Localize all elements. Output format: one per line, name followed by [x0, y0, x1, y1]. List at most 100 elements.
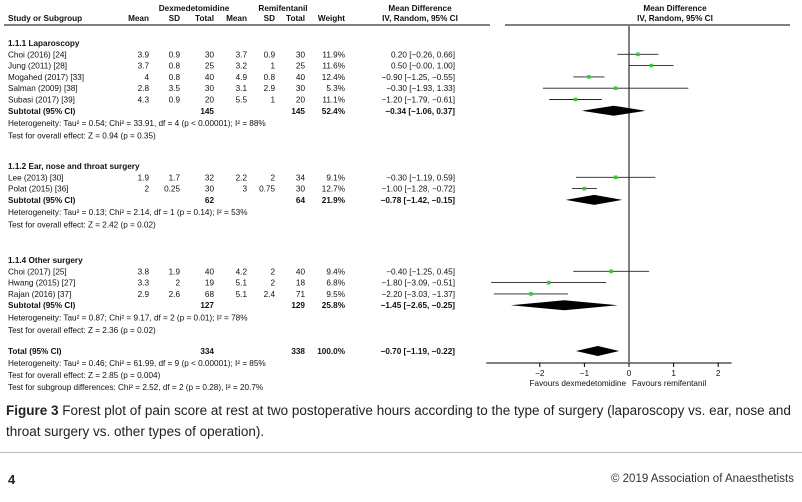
study-n2-4: 20 — [296, 96, 306, 105]
study-mean2-2: 4.9 — [236, 73, 248, 82]
study-sd1-1: 0.8 — [169, 62, 181, 71]
study-mean1-8: 3.3 — [138, 279, 150, 288]
study-sd2-1: 1 — [270, 62, 275, 71]
study-weight-1: 11.6% — [322, 62, 345, 71]
study-label-3: Salman (2009) [38] — [8, 84, 78, 93]
study-sd1-4: 0.9 — [169, 96, 181, 105]
subtotal-weight-1: 21.9% — [322, 196, 346, 205]
study-ci-2: −0.90 [−1.25, −0.55] — [381, 73, 455, 82]
study-mean1-3: 2.8 — [138, 84, 150, 93]
study-label-2: Mogahed (2017) [33] — [8, 73, 84, 82]
favours-right-label: Favours remifentanil — [632, 379, 706, 388]
study-n2-0: 30 — [296, 50, 306, 59]
x-tick-label-0: −2 — [535, 369, 545, 378]
study-ci-6: −1.00 [−1.28, −0.72] — [381, 185, 455, 194]
study-ci-0: 0.20 [−0.26, 0.66] — [391, 50, 455, 59]
study-mean2-5: 2.2 — [236, 173, 248, 182]
study-label-0: Choi (2016) [24] — [8, 50, 67, 59]
heterogeneity-0: Heterogeneity: Tau² = 0.54; Chi² = 33.91… — [8, 119, 266, 128]
study-sd2-2: 0.8 — [264, 73, 276, 82]
x-tick-label-1: −1 — [580, 369, 590, 378]
study-mean1-6: 2 — [144, 185, 149, 194]
footer-divider — [0, 452, 802, 453]
study-n1-1: 25 — [205, 62, 215, 71]
study-n2-7: 40 — [296, 267, 306, 276]
header-study: Study or Subgroup — [8, 14, 82, 23]
study-label-9: Rajan (2016) [37] — [8, 290, 71, 299]
header-weight: Weight — [318, 14, 345, 23]
study-sd1-3: 3.5 — [169, 84, 181, 93]
study-n2-9: 71 — [296, 290, 306, 299]
study-n1-5: 32 — [205, 173, 215, 182]
study-n1-8: 19 — [205, 279, 215, 288]
study-mean1-4: 4.3 — [138, 96, 150, 105]
study-label-4: Subasi (2017) [39] — [8, 96, 75, 105]
study-weight-4: 11.1% — [322, 96, 345, 105]
total-n2: 338 — [291, 347, 305, 356]
header-group2: Remifentanil — [258, 4, 307, 13]
header-md-method: IV, Random, 95% CI — [382, 14, 458, 23]
point-estimate-4 — [573, 97, 578, 102]
total-overall-effect: Test for overall effect: Z = 2.85 (p = 0… — [8, 371, 161, 380]
study-sd2-3: 2.9 — [264, 84, 276, 93]
study-ci-1: 0.50 [−0.00, 1.00] — [391, 62, 455, 71]
study-sd2-9: 2.4 — [264, 290, 276, 299]
point-estimate-6 — [582, 186, 587, 191]
copyright-notice: © 2019 Association of Anaesthetists — [610, 473, 794, 485]
point-estimate-3 — [613, 86, 618, 90]
study-label-1: Jung (2011) [28] — [8, 62, 67, 71]
subtotal-label-0: Subtotal (95% CI) — [8, 107, 76, 116]
study-sd1-6: 0.25 — [164, 185, 180, 194]
study-n2-5: 34 — [296, 173, 306, 182]
study-mean2-4: 5.5 — [236, 96, 248, 105]
study-mean2-7: 4.2 — [236, 267, 248, 276]
study-label-5: Lee (2013) [30] — [8, 173, 64, 182]
study-n1-6: 30 — [205, 185, 215, 194]
point-estimate-8 — [546, 280, 551, 285]
subtotal-label-2: Subtotal (95% CI) — [8, 301, 76, 310]
subtotal-n2-0: 145 — [291, 107, 305, 116]
study-weight-7: 9.4% — [326, 267, 345, 276]
study-sd2-7: 2 — [270, 267, 275, 276]
x-tick-label-4: 2 — [716, 369, 721, 378]
subtotal-diamond-1 — [565, 194, 623, 205]
study-mean1-7: 3.8 — [138, 267, 150, 276]
subgroup-differences: Test for subgroup differences: Chi² = 2.… — [8, 383, 263, 392]
subtotal-weight-2: 25.8% — [322, 301, 346, 310]
subtotal-label-1: Subtotal (95% CI) — [8, 196, 76, 205]
study-sd2-8: 2 — [270, 279, 275, 288]
study-ci-3: −0.30 [−1.93, 1.33] — [386, 84, 455, 93]
header-mean-1: Mean — [128, 14, 149, 23]
study-n1-3: 30 — [205, 84, 215, 93]
study-ci-7: −0.40 [−1.25, 0.45] — [386, 267, 455, 276]
forest-plot: Dexmedetomidine Remifentanil Mean Differen… — [4, 4, 790, 392]
study-label-6: Polat (2015) [36] — [8, 185, 69, 194]
study-sd1-5: 1.7 — [169, 173, 181, 182]
study-mean2-1: 3.2 — [236, 62, 248, 71]
study-n1-0: 30 — [205, 50, 215, 59]
study-weight-9: 9.5% — [326, 290, 345, 299]
study-n2-1: 25 — [296, 62, 306, 71]
study-sd1-8: 2 — [175, 279, 180, 288]
study-n1-4: 20 — [205, 96, 215, 105]
header-sd-2: SD — [264, 14, 275, 23]
heterogeneity-1: Heterogeneity: Tau² = 0.13; Chi² = 2.14,… — [8, 208, 247, 217]
study-sd2-0: 0.9 — [264, 50, 276, 59]
study-mean1-1: 3.7 — [138, 62, 150, 71]
study-n2-8: 18 — [296, 279, 306, 288]
subtotal-ci-2: −1.45 [−2.65, −0.25] — [381, 301, 456, 310]
study-n1-2: 40 — [205, 73, 215, 82]
header-group1: Dexmedetomidine — [159, 4, 230, 13]
study-mean1-9: 2.9 — [138, 290, 150, 299]
study-sd1-2: 0.8 — [169, 73, 181, 82]
page-number: 4 — [8, 472, 16, 487]
study-ci-9: −2.20 [−3.03, −1.37] — [381, 290, 455, 299]
header-mean-2: Mean — [226, 14, 247, 23]
figure-label: Figure 3 — [6, 403, 59, 418]
study-weight-5: 9.1% — [326, 173, 345, 182]
subtotal-diamond-0 — [581, 105, 646, 116]
study-mean2-8: 5.1 — [236, 279, 248, 288]
study-mean1-5: 1.9 — [138, 173, 150, 182]
point-estimate-7 — [609, 269, 613, 274]
subtotal-diamond-2 — [510, 300, 618, 311]
